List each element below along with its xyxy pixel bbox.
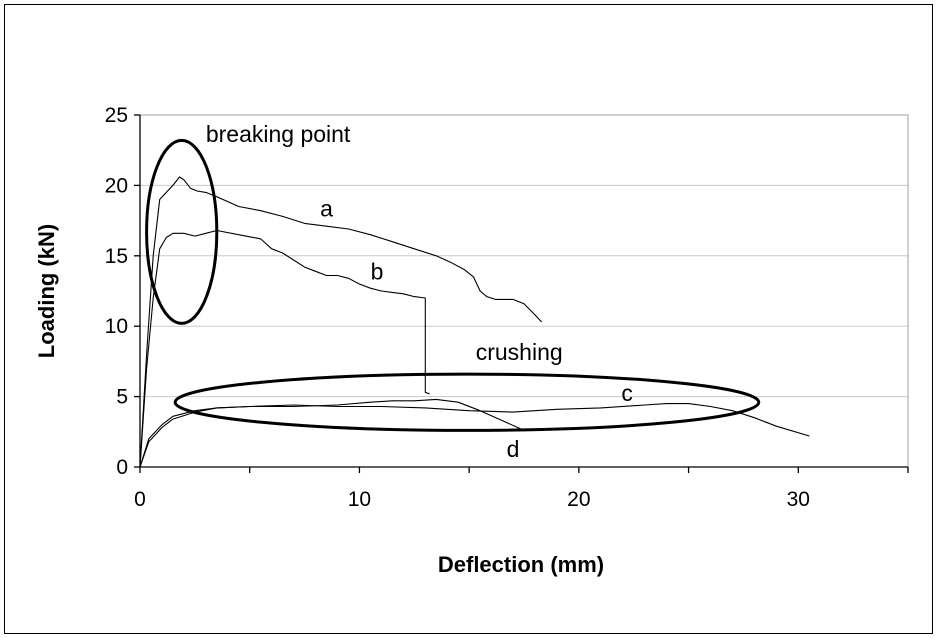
x-tick-label-20: 20: [567, 488, 590, 511]
series-line-c: [139, 403, 810, 468]
crushing-ellipse: [173, 372, 761, 432]
crushing-label: crushing: [476, 339, 563, 365]
y-axis-title: Loading (kN): [34, 224, 59, 358]
series-label-d: d: [507, 436, 520, 462]
series-label-c: c: [621, 380, 633, 406]
series-line-a: [139, 176, 543, 468]
y-tick-label-5: 5: [116, 386, 128, 409]
tick-labels: 0 5 10 15 20 25 0 10 20 30: [105, 104, 810, 511]
breaking-point-ellipse: [145, 138, 219, 325]
series-label-a: a: [320, 195, 333, 221]
x-axis-title: Deflection (mm): [438, 552, 604, 577]
annotations: a b c d breaking point crushing: [145, 121, 761, 462]
series-label-b: b: [371, 259, 384, 285]
axes: [134, 114, 909, 473]
plot-area: [139, 114, 909, 468]
x-tick-label-0: 0: [134, 488, 146, 511]
y-tick-label-10: 10: [105, 315, 128, 338]
figure-frame: [4, 4, 933, 634]
series-line-b: [139, 229, 430, 468]
y-tick-label-20: 20: [105, 174, 128, 197]
x-tick-label-10: 10: [348, 488, 371, 511]
y-tick-label-25: 25: [105, 104, 128, 127]
breaking-point-label: breaking point: [206, 121, 351, 147]
series-line-d: [139, 398, 525, 468]
x-tick-label-30: 30: [787, 488, 810, 511]
y-tick-label-15: 15: [105, 245, 128, 268]
series-lines: [139, 176, 810, 468]
y-tick-label-0: 0: [116, 456, 128, 479]
